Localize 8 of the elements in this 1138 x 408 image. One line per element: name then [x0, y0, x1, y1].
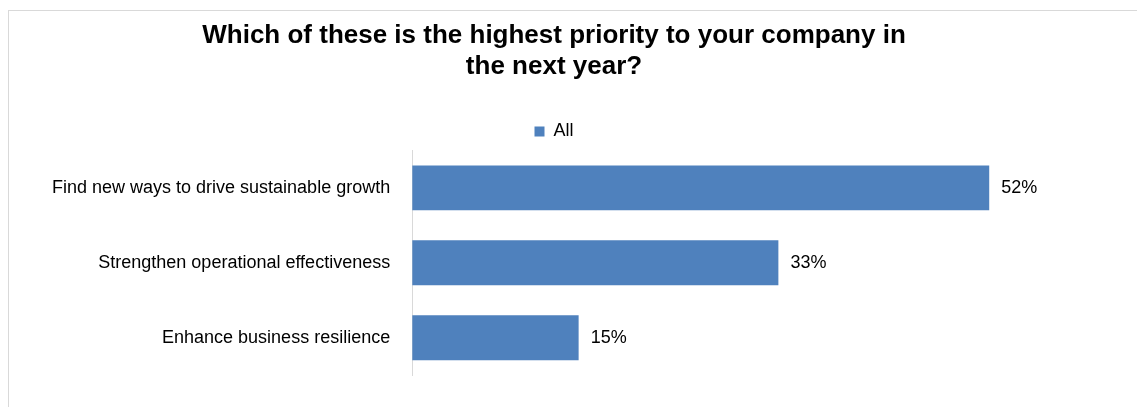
data-label: 33% — [790, 251, 827, 272]
chart-title: Which of these is the highest priority to your company in the next year? — [202, 18, 906, 80]
data-label: 52% — [1001, 176, 1038, 197]
y-tick-label: Enhance business resilience — [162, 326, 391, 347]
y-tick-label: Find new ways to drive sustainable growth — [52, 176, 391, 197]
data-label: 15% — [590, 326, 627, 347]
y-tick-label: Strengthen operational effectiveness — [98, 251, 391, 272]
legend-label: All — [553, 120, 574, 141]
